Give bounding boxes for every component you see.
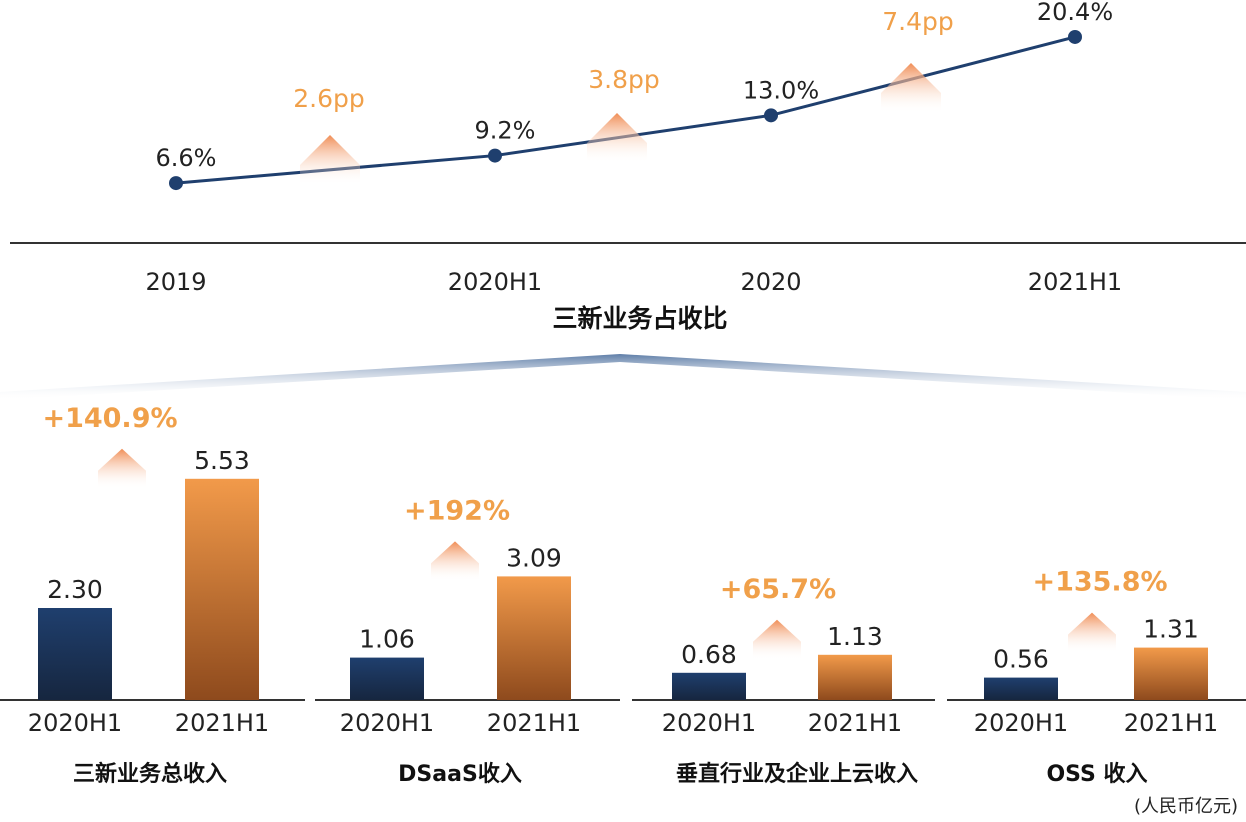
increment-label: 7.4pp: [882, 7, 954, 36]
growth-label: +135.8%: [1032, 567, 1167, 598]
bar-chart-title: 三新业务总收入: [73, 761, 227, 787]
bar-2020h1: [984, 677, 1058, 700]
bar-value-label: 3.09: [506, 543, 562, 572]
bar-category-label: 2020H1: [662, 709, 756, 737]
bar-value-label: 0.56: [993, 645, 1049, 674]
bar-category-label: 2020H1: [28, 709, 122, 737]
bar-category-label: 2020H1: [974, 709, 1068, 737]
growth-label: +65.7%: [720, 574, 836, 605]
bar-value-label: 1.13: [827, 622, 883, 651]
bar-2020h1: [350, 657, 424, 700]
line-chart: 6.6% 2019 9.2% 2020H1 13.0% 2020 20.4% 2021H1 2.…: [10, 0, 1246, 333]
share-value-label: 6.6%: [156, 144, 217, 172]
bar-category-label: 2021H1: [175, 709, 269, 737]
increase-arrow-icon: [300, 135, 360, 185]
bar-value-label: 5.53: [194, 446, 250, 475]
growth-label: +140.9%: [42, 403, 177, 434]
bar-chart-title: DSaaS收入: [398, 761, 522, 787]
bar-charts: 2.30 2020H1 5.53 2021H1 +140.9% 三新业务总收入 1.06 20…: [0, 403, 1246, 817]
growth-arrow-icon: [98, 448, 146, 489]
increase-arrow-icon: [881, 63, 941, 113]
x-tick-label: 2020: [740, 268, 801, 296]
share-value-label: 20.4%: [1037, 0, 1113, 26]
growth-label: +192%: [404, 495, 510, 526]
share-point: [169, 176, 183, 191]
separator-band: [0, 354, 1246, 400]
bar-value-label: 1.31: [1143, 615, 1199, 644]
share-point: [1068, 29, 1082, 44]
x-tick-label: 2019: [145, 268, 206, 296]
increase-arrow-icon: [587, 113, 647, 163]
bar-value-label: 1.06: [359, 625, 415, 654]
bar-value-label: 2.30: [47, 575, 103, 604]
growth-arrow-icon: [753, 619, 801, 660]
share-point: [488, 148, 502, 163]
increment-label: 2.6pp: [293, 84, 365, 113]
bar-2020h1: [38, 608, 112, 700]
bar-category-label: 2021H1: [1124, 709, 1218, 737]
share-point: [764, 108, 778, 123]
bar-category-label: 2021H1: [487, 709, 581, 737]
unit-note: (人民币亿元): [1134, 796, 1238, 817]
bar-2021h1: [185, 478, 259, 700]
x-tick-label: 2020H1: [448, 268, 542, 296]
bar-chart-title: 垂直行业及企业上云收入: [676, 761, 918, 787]
line-chart-title: 三新业务占收比: [552, 304, 727, 333]
share-value-label: 9.2%: [475, 117, 536, 145]
bar-2021h1: [818, 654, 892, 700]
increment-label: 3.8pp: [588, 65, 660, 94]
x-tick-label: 2021H1: [1028, 268, 1122, 296]
growth-arrow-icon: [431, 541, 479, 582]
bar-2021h1: [497, 576, 571, 700]
bar-chart-title: OSS 收入: [1046, 761, 1147, 787]
bar-value-label: 0.68: [681, 640, 737, 669]
bar-2020h1: [672, 672, 746, 700]
growth-arrow-icon: [1068, 612, 1116, 653]
bar-category-label: 2020H1: [340, 709, 434, 737]
bar-category-label: 2021H1: [808, 709, 902, 737]
section-separator: [0, 354, 1246, 400]
bar-2021h1: [1134, 647, 1208, 700]
share-value-label: 13.0%: [743, 76, 819, 104]
